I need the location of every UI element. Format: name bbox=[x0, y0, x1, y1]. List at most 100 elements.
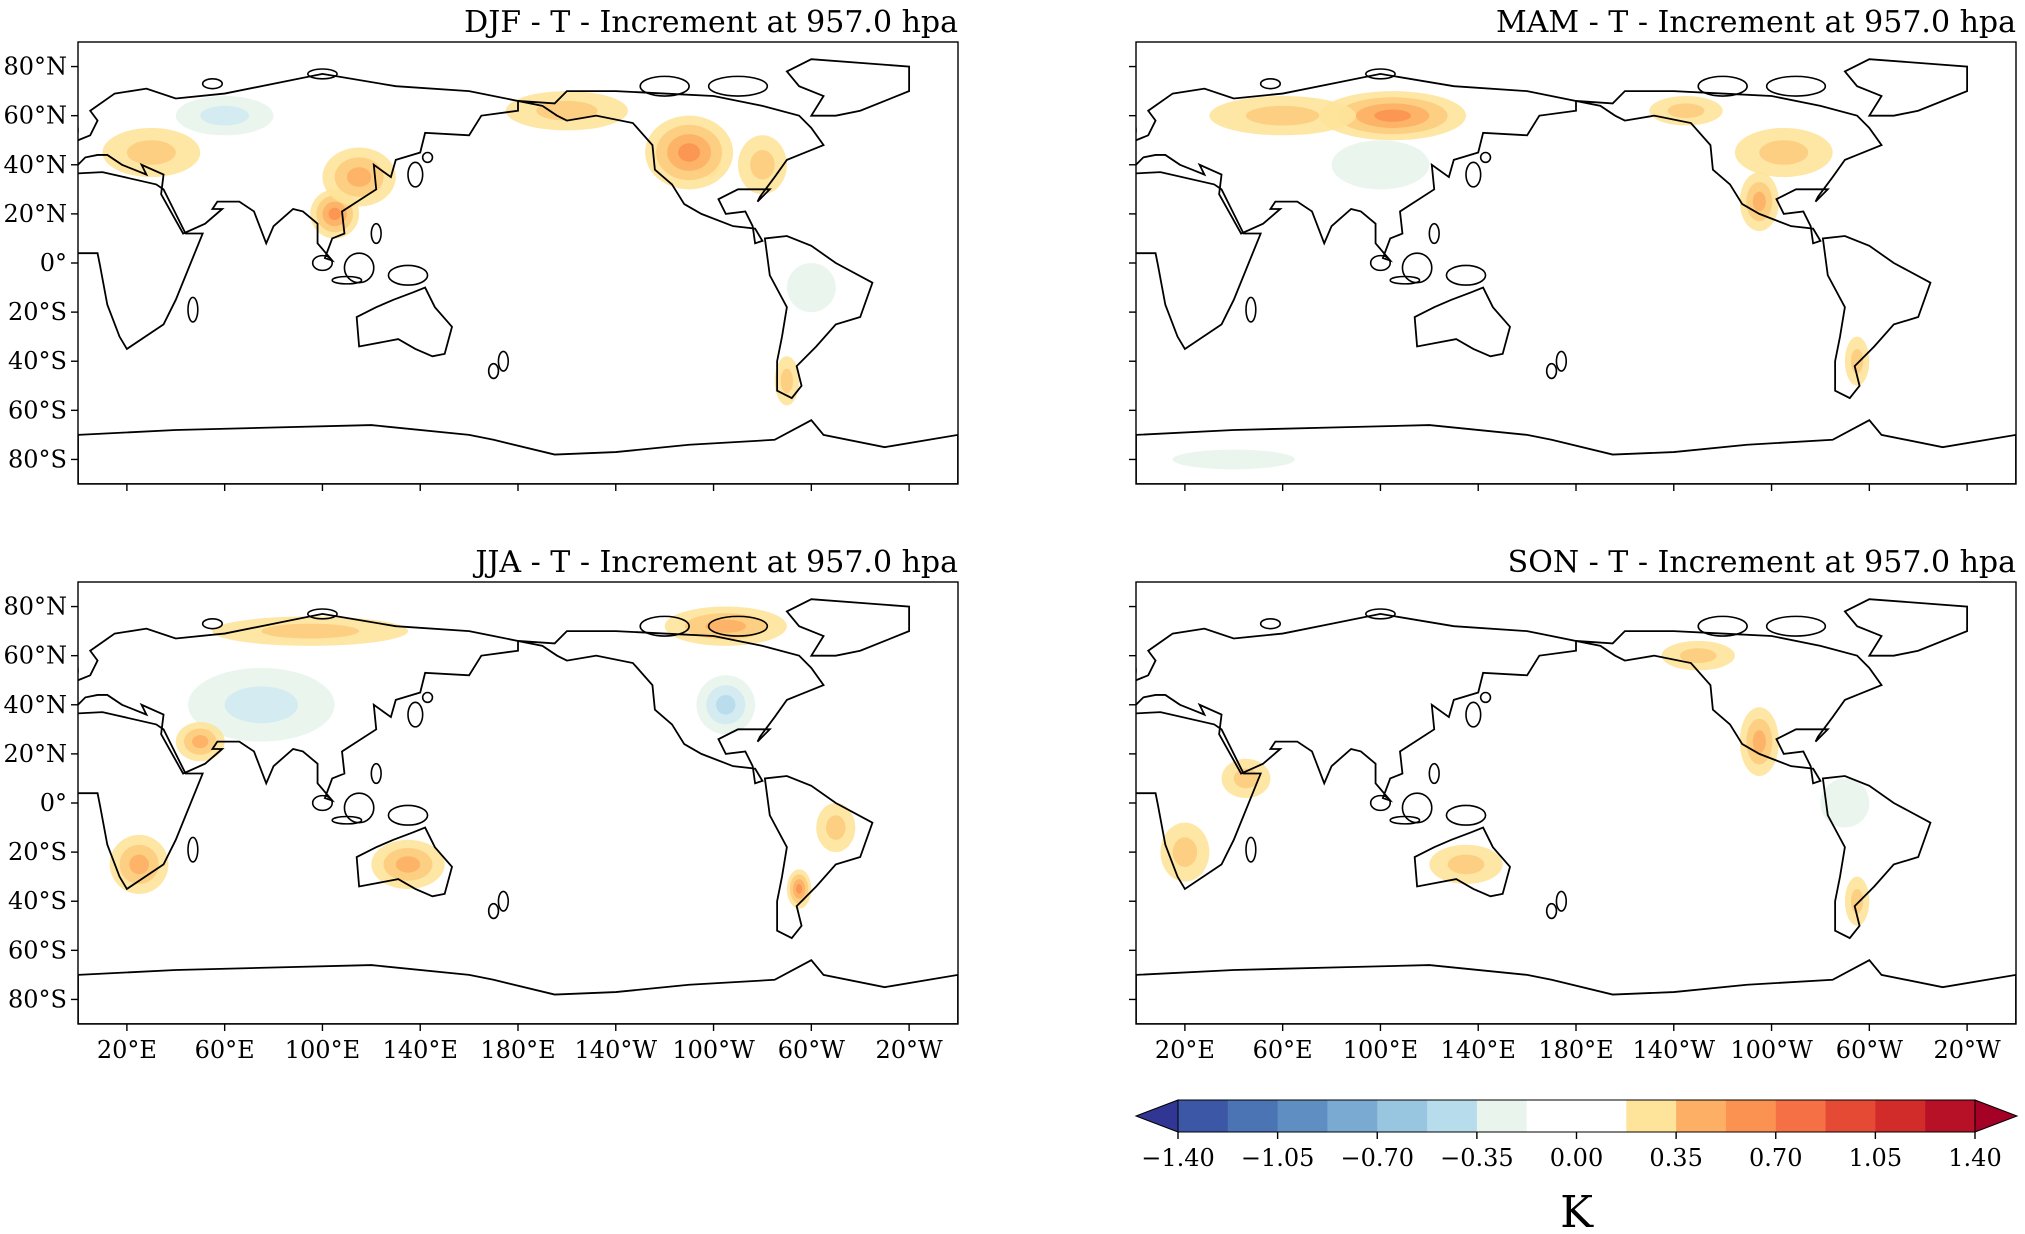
island-outline bbox=[707, 75, 769, 97]
coastlines bbox=[1136, 58, 2016, 484]
island-outline bbox=[639, 75, 690, 97]
increment-field bbox=[102, 91, 836, 406]
y-tick-label: 40°N bbox=[3, 691, 67, 719]
colorbar-tick-label: −1.05 bbox=[1241, 1144, 1315, 1172]
colorbar-bin bbox=[1476, 1100, 1528, 1132]
island-outline bbox=[1369, 794, 1392, 812]
island-outline bbox=[1555, 890, 1568, 912]
panel-title: SON - T - Increment at 957.0 hpa bbox=[1508, 545, 2016, 580]
x-tick-label: 20°E bbox=[97, 1036, 157, 1064]
x-tick-label: 20°W bbox=[1934, 1036, 2002, 1064]
coastline bbox=[78, 959, 958, 1024]
colorbar-tick-label: 0.00 bbox=[1550, 1144, 1603, 1172]
colorbar-label: K bbox=[1560, 1187, 1594, 1234]
island-outline bbox=[487, 902, 500, 920]
coastline bbox=[1821, 775, 1932, 940]
x-tick-label: 100°E bbox=[285, 1036, 360, 1064]
coastline bbox=[78, 171, 205, 351]
y-tick-label: 60°N bbox=[3, 102, 67, 130]
panel-title: DJF - T - Increment at 957.0 hpa bbox=[464, 5, 958, 40]
coastline bbox=[763, 235, 874, 400]
coastline bbox=[78, 711, 205, 891]
increment-contour bbox=[780, 368, 794, 394]
coastline bbox=[763, 775, 874, 940]
increment-field bbox=[1160, 640, 1870, 926]
colorbar-bin bbox=[1526, 1100, 1577, 1132]
coastline bbox=[1575, 630, 1883, 785]
increment-field bbox=[1172, 91, 1870, 470]
island-outline bbox=[1369, 254, 1392, 272]
colorbar-bin bbox=[1327, 1100, 1378, 1132]
island-outline bbox=[487, 362, 500, 380]
increment-contour bbox=[716, 694, 736, 715]
colorbar-tick-label: 1.05 bbox=[1849, 1144, 1902, 1172]
increment-contour bbox=[678, 143, 701, 162]
panel-title: MAM - T - Increment at 957.0 hpa bbox=[1496, 5, 2016, 40]
island-outline bbox=[387, 264, 429, 286]
island-outline bbox=[497, 350, 510, 372]
increment-contour bbox=[126, 140, 176, 165]
island-outline bbox=[1364, 608, 1396, 620]
island-outline bbox=[1445, 264, 1487, 286]
x-tick-label: 140°E bbox=[383, 1036, 458, 1064]
increment-contour bbox=[1246, 105, 1320, 126]
colorbar-bin bbox=[1676, 1100, 1727, 1132]
island-outline bbox=[187, 836, 199, 863]
increment-contour bbox=[129, 854, 149, 875]
increment-contour bbox=[192, 735, 209, 749]
island-outline bbox=[407, 701, 424, 728]
island-outline bbox=[407, 161, 424, 188]
increment-contour bbox=[1752, 191, 1766, 212]
island-outline bbox=[1389, 275, 1421, 285]
island-outline bbox=[331, 275, 363, 285]
island-outline bbox=[1545, 902, 1558, 920]
map-panels: DJF - T - Increment at 957.0 hpa 80°N 60°N… bbox=[3, 5, 2017, 1064]
colorbar-bin bbox=[1875, 1100, 1926, 1132]
increment-contour bbox=[1172, 837, 1198, 867]
island-outline bbox=[187, 296, 199, 323]
coastline bbox=[78, 419, 958, 484]
increment-contour bbox=[1447, 854, 1485, 875]
island-outline bbox=[1465, 701, 1482, 728]
increment-contour bbox=[826, 815, 846, 840]
increment-contour bbox=[261, 623, 360, 639]
increment-contour bbox=[796, 884, 803, 894]
island-outline bbox=[1697, 75, 1748, 97]
y-tick-label: 80°N bbox=[3, 593, 67, 621]
coastline bbox=[1575, 90, 1883, 245]
island-outline bbox=[1545, 362, 1558, 380]
increment-contour bbox=[1679, 648, 1717, 664]
colorbar-bin bbox=[1178, 1100, 1229, 1132]
island-outline bbox=[1428, 762, 1440, 785]
island-outline bbox=[1136, 124, 1137, 136]
island-outline bbox=[78, 124, 79, 136]
island-outline bbox=[1245, 296, 1257, 323]
x-tick-label: 60°E bbox=[1253, 1036, 1313, 1064]
coastline bbox=[1136, 711, 1263, 891]
map-panel: SON - T - Increment at 957.0 hpa 20°E 60°E… bbox=[1129, 545, 2017, 1064]
increment-contour bbox=[786, 263, 836, 313]
y-tick-label: 40°N bbox=[3, 151, 67, 179]
y-tick-label: 20°S bbox=[8, 298, 67, 326]
x-tick-label: 100°W bbox=[1730, 1036, 1813, 1064]
island-outline bbox=[78, 664, 79, 676]
island-outline bbox=[1428, 222, 1440, 245]
y-tick-label: 80°S bbox=[8, 985, 67, 1013]
increment-contour bbox=[224, 686, 298, 724]
island-outline bbox=[1245, 836, 1257, 863]
increment-contour bbox=[536, 100, 598, 121]
y-tick-label: 60°N bbox=[3, 642, 67, 670]
x-tick-label: 180°E bbox=[480, 1036, 555, 1064]
coastline bbox=[78, 73, 519, 263]
y-tick-label: 20°N bbox=[3, 740, 67, 768]
island-outline bbox=[1259, 78, 1282, 90]
island-outline bbox=[201, 78, 224, 90]
map-panel: JJA - T - Increment at 957.0 hpa 80°N 60°N… bbox=[3, 545, 959, 1064]
coastlines bbox=[78, 58, 958, 484]
island-outline bbox=[1136, 664, 1137, 676]
island-outline bbox=[1479, 691, 1492, 704]
colorbar-bin bbox=[1277, 1100, 1328, 1132]
coastlines bbox=[78, 598, 958, 1024]
island-outline bbox=[639, 615, 690, 637]
colorbar-extend-min bbox=[1134, 1099, 1179, 1133]
